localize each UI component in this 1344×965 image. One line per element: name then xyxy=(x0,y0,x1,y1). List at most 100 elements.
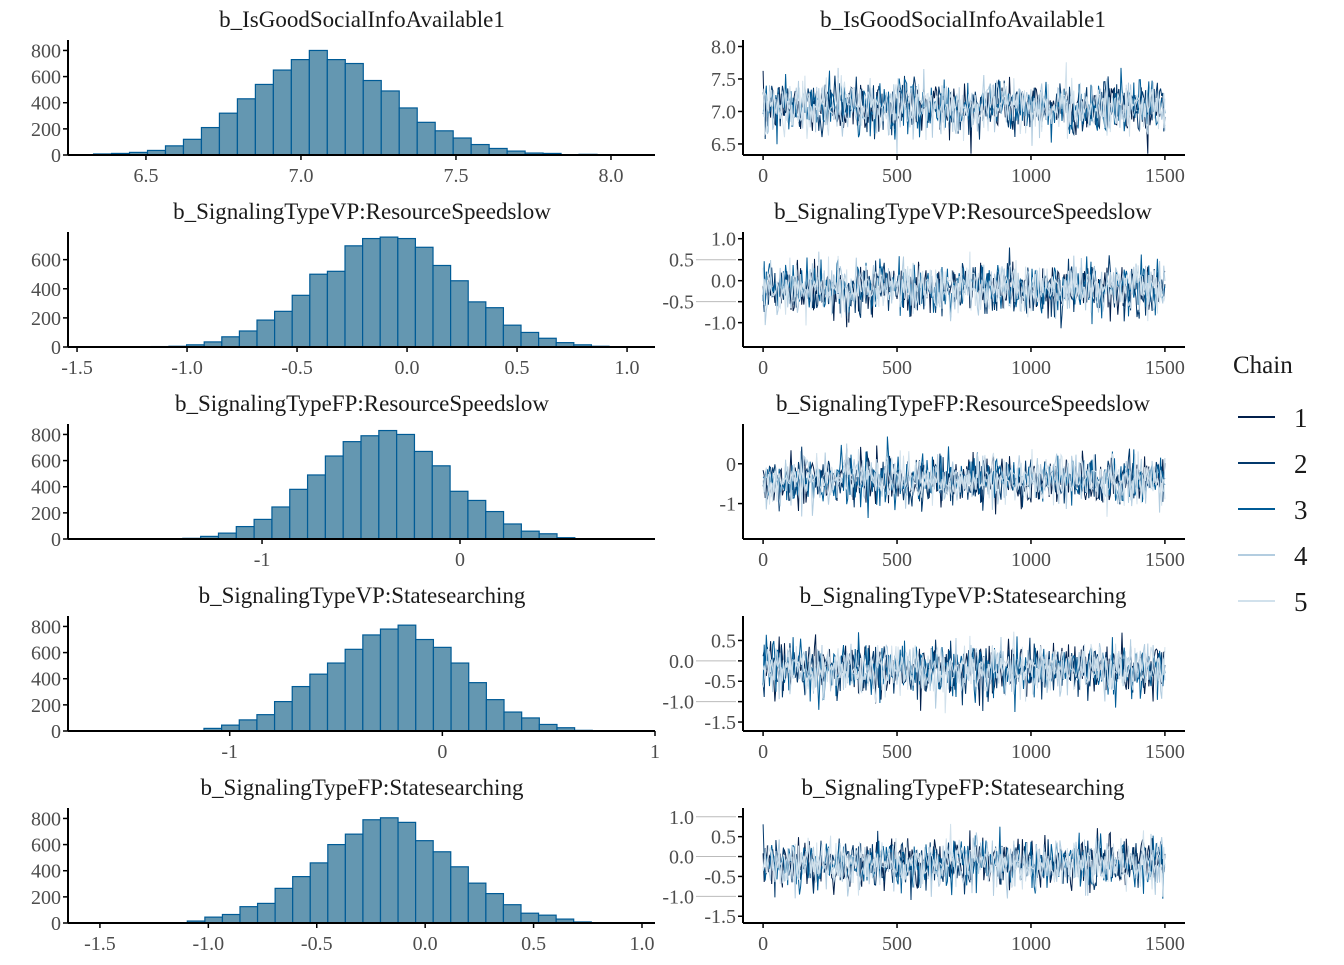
histogram-bar xyxy=(310,863,328,923)
y-tick-label: -1.5 xyxy=(704,906,736,928)
histogram-bar xyxy=(398,625,416,731)
y-tick-label: -1.5 xyxy=(704,712,736,734)
x-tick-label: 0 xyxy=(437,741,447,763)
x-tick-label: 500 xyxy=(882,549,912,571)
y-tick-label: -1.0 xyxy=(704,313,736,335)
histogram-bar xyxy=(165,146,183,155)
histogram-bar xyxy=(345,649,363,731)
histogram-bar xyxy=(343,442,361,539)
histogram-bar xyxy=(503,905,521,923)
histogram-bar xyxy=(504,524,522,539)
y-tick-label: -1.0 xyxy=(662,886,694,908)
y-tick-label: 800 xyxy=(31,40,61,62)
histogram-bar xyxy=(380,237,398,347)
histogram-bar xyxy=(327,60,345,155)
histogram-bar xyxy=(363,820,381,923)
trace-panel-2: b_SignalingTypeVP:ResourceSpeedslow-1.0-… xyxy=(662,199,1185,379)
histogram-bar xyxy=(240,907,258,923)
x-tick-label: 0.0 xyxy=(413,933,438,955)
y-tick-label: 0 xyxy=(51,721,61,743)
histogram-bar xyxy=(433,647,451,731)
y-tick-label: 1.0 xyxy=(711,229,736,251)
y-tick-label: 400 xyxy=(31,93,61,115)
x-tick-label: 0 xyxy=(455,549,465,571)
histogram-bar xyxy=(435,131,453,155)
panel-title: b_SignalingTypeFP:Statesearching xyxy=(201,775,524,800)
legend-title: Chain xyxy=(1233,352,1293,379)
histogram-bar xyxy=(254,519,272,539)
histogram-bar xyxy=(486,700,504,731)
histogram-bar xyxy=(414,451,432,539)
y-tick-label: 600 xyxy=(31,835,61,857)
x-tick-label: -0.5 xyxy=(301,933,333,955)
trace-panel-4: b_SignalingTypeVP:Statesearching-1.5-1.0… xyxy=(662,583,1185,763)
x-tick-label: -1 xyxy=(254,549,271,571)
histogram-bar xyxy=(521,913,539,923)
histogram-bar xyxy=(361,436,379,539)
panel-title: b_SignalingTypeFP:ResourceSpeedslow xyxy=(776,391,1150,416)
histogram-bar xyxy=(310,674,328,731)
histogram-bar xyxy=(328,663,346,731)
x-tick-label: -1.0 xyxy=(171,357,203,379)
histogram-bar xyxy=(345,64,363,155)
histogram-bar xyxy=(451,281,469,347)
x-tick-label: 0.5 xyxy=(521,933,546,955)
x-tick-label: -1 xyxy=(221,741,238,763)
histogram-bar xyxy=(291,60,309,155)
x-tick-label: 1500 xyxy=(1145,165,1185,187)
y-tick-label: 0.5 xyxy=(711,827,736,849)
y-tick-label: 200 xyxy=(31,119,61,141)
histogram-bar xyxy=(417,122,435,155)
panel-title: b_IsGoodSocialInfoAvailable1 xyxy=(820,7,1106,32)
y-tick-label: 1.0 xyxy=(669,807,694,829)
y-tick-label: 200 xyxy=(31,887,61,909)
histogram-bar xyxy=(469,683,487,731)
y-tick-label: -1 xyxy=(719,494,736,516)
x-tick-label: 0 xyxy=(758,933,768,955)
x-tick-label: 0 xyxy=(758,165,768,187)
y-tick-label: -0.5 xyxy=(704,866,736,888)
histogram-bar xyxy=(237,99,255,155)
x-tick-label: 7.0 xyxy=(288,165,313,187)
x-tick-label: 6.5 xyxy=(133,165,158,187)
histogram-bar xyxy=(486,894,504,923)
y-tick-label: 0.5 xyxy=(669,250,694,272)
y-tick-label: 8.0 xyxy=(711,36,736,58)
histogram-bar xyxy=(503,325,521,347)
histogram-bar xyxy=(183,139,201,155)
y-tick-label: -0.5 xyxy=(704,671,736,693)
trace-panel-1: b_IsGoodSocialInfoAvailable16.57.07.58.0… xyxy=(711,7,1185,187)
legend-label: 3 xyxy=(1294,495,1308,525)
legend-label: 1 xyxy=(1294,403,1308,433)
histogram-bar xyxy=(521,332,539,347)
histogram-bar xyxy=(468,302,486,347)
histogram-bar xyxy=(293,877,311,923)
histogram-bar xyxy=(290,489,308,539)
x-tick-label: 500 xyxy=(882,357,912,379)
histogram-bar xyxy=(275,888,293,923)
title-clip: b_SignalingTypeFP:Statesearching xyxy=(802,775,1125,800)
histogram-bar xyxy=(451,663,469,731)
x-tick-label: 1000 xyxy=(1011,357,1051,379)
histogram-bar xyxy=(380,818,398,923)
histogram-bar xyxy=(345,834,363,923)
x-tick-label: 0 xyxy=(758,549,768,571)
panel-title: b_SignalingTypeVP:ResourceSpeedslow xyxy=(173,199,551,224)
y-tick-label: 400 xyxy=(31,477,61,499)
y-tick-label: 0.5 xyxy=(711,630,736,652)
histogram-bar xyxy=(328,845,346,923)
y-tick-label: 6.5 xyxy=(711,134,736,156)
histogram-bar xyxy=(415,247,433,347)
histogram-panel-3: b_SignalingTypeFP:ResourceSpeedslow02004… xyxy=(31,391,655,571)
title-clip: b_SignalingTypeFP:ResourceSpeedslow xyxy=(776,391,1150,416)
title-clip: b_SignalingTypeVP:ResourceSpeedslow xyxy=(774,199,1152,224)
x-tick-label: 1.0 xyxy=(615,357,640,379)
histogram-bar xyxy=(504,712,522,731)
y-tick-label: 400 xyxy=(31,669,61,691)
x-tick-label: 0 xyxy=(758,741,768,763)
legend-item-chain-2: 2 xyxy=(1238,449,1308,479)
histogram-panel-1: b_IsGoodSocialInfoAvailable1020040060080… xyxy=(31,7,655,187)
x-tick-label: 1 xyxy=(650,741,660,763)
